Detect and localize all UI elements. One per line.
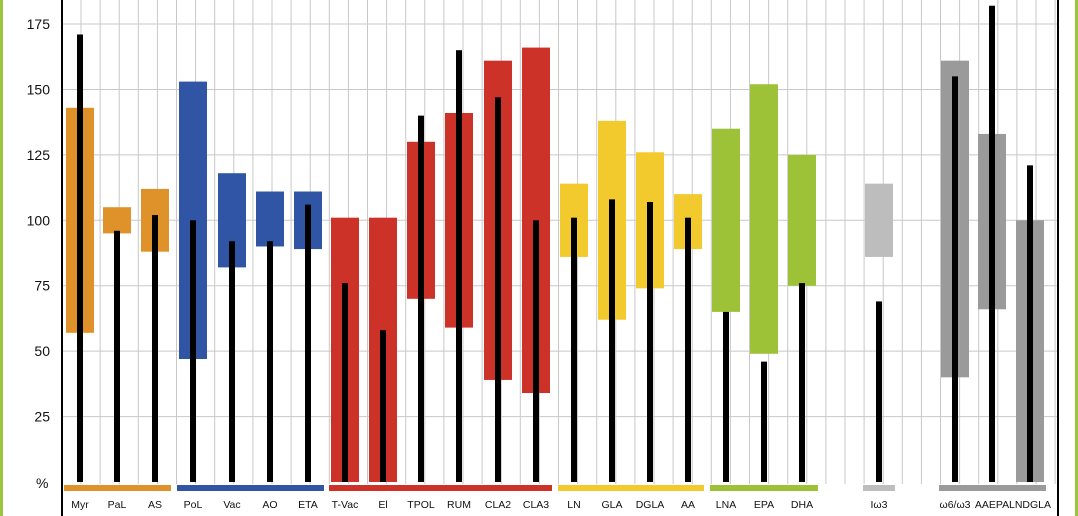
value-line-Vac	[229, 241, 235, 482]
category-label: PoL	[184, 499, 203, 511]
left-accent-border	[0, 0, 3, 516]
y-tick-label: 25	[34, 409, 50, 425]
range-bar-LNA	[712, 128, 740, 312]
category-label: AO	[262, 499, 277, 511]
group-bracket-lightgray	[863, 485, 895, 491]
value-line-PaL	[114, 230, 120, 482]
value-line-CLA2	[495, 97, 501, 483]
value-line-AAEPA	[989, 5, 995, 483]
category-label: AA	[681, 499, 695, 511]
category-label: Iω3	[871, 499, 888, 511]
value-line-AS	[152, 215, 158, 483]
value-line-CLA3	[533, 220, 539, 483]
group-bracket-yellow	[558, 485, 704, 491]
category-label: LN	[567, 499, 580, 511]
y-tick-label: 75	[34, 278, 50, 294]
y-tick-label: 150	[27, 81, 51, 97]
range-bar-Iω3	[865, 183, 893, 257]
value-line-El	[380, 330, 386, 482]
y-tick-label: 125	[27, 147, 51, 163]
value-line-ω6/ω3	[952, 76, 958, 483]
group-bracket-green	[710, 485, 818, 491]
value-line-ETA	[305, 204, 311, 482]
category-label: PaL	[108, 499, 127, 511]
category-label: LNDGLA	[1009, 499, 1051, 511]
value-line-LNDGLA	[1027, 165, 1033, 482]
category-label: AAEPA	[975, 499, 1009, 511]
value-lines	[77, 5, 1033, 483]
category-label: RUM	[447, 499, 471, 511]
range-bar-EPA	[750, 84, 778, 354]
category-label: ETA	[298, 499, 318, 511]
y-axis-unit-label: %	[36, 475, 48, 491]
value-line-LNA	[723, 311, 729, 482]
range-bar-DHA	[788, 154, 816, 286]
category-label: T-Vac	[332, 499, 359, 511]
group-bracket-gray	[939, 485, 1046, 491]
category-label: DHA	[791, 499, 813, 511]
group-bracket-red	[329, 485, 552, 491]
range-bar-PaL	[103, 207, 131, 234]
value-line-EPA	[761, 361, 767, 482]
value-line-AA	[685, 217, 691, 483]
group-brackets	[64, 485, 1046, 491]
y-tick-label: 50	[34, 343, 50, 359]
value-line-Iω3	[876, 301, 882, 482]
category-label: AS	[148, 499, 162, 511]
value-line-LN	[571, 217, 577, 483]
value-line-DHA	[799, 283, 805, 482]
group-bracket-orange	[64, 485, 171, 491]
value-line-GLA	[609, 199, 615, 482]
category-label: Vac	[223, 499, 240, 511]
right-accent-border	[1075, 0, 1078, 516]
value-line-DGLA	[647, 201, 653, 482]
value-line-PoL	[190, 220, 196, 483]
category-label: TPOL	[407, 499, 435, 511]
value-line-RUM	[456, 50, 462, 482]
value-line-TPOL	[418, 115, 424, 483]
value-line-Myr	[77, 34, 83, 482]
category-label: LNA	[716, 499, 736, 511]
category-label: ω6/ω3	[940, 499, 971, 511]
category-label: CLA2	[485, 499, 511, 511]
category-label: EPA	[754, 499, 774, 511]
value-line-AO	[267, 241, 273, 482]
labels: % 25 50 75 100 125 150 175 Myr PaL AS PoL Vac AO ETA T…	[27, 16, 1051, 511]
category-label: CLA3	[523, 499, 549, 511]
y-tick-label: 175	[27, 16, 51, 32]
y-tick-label: 100	[27, 212, 51, 228]
category-label: Myr	[71, 499, 89, 511]
value-line-T-Vac	[342, 283, 348, 482]
category-label: El	[378, 499, 387, 511]
range-bar-AO	[256, 191, 284, 247]
category-label: GLA	[601, 499, 622, 511]
category-label: DGLA	[636, 499, 665, 511]
group-bracket-blue	[177, 485, 324, 491]
